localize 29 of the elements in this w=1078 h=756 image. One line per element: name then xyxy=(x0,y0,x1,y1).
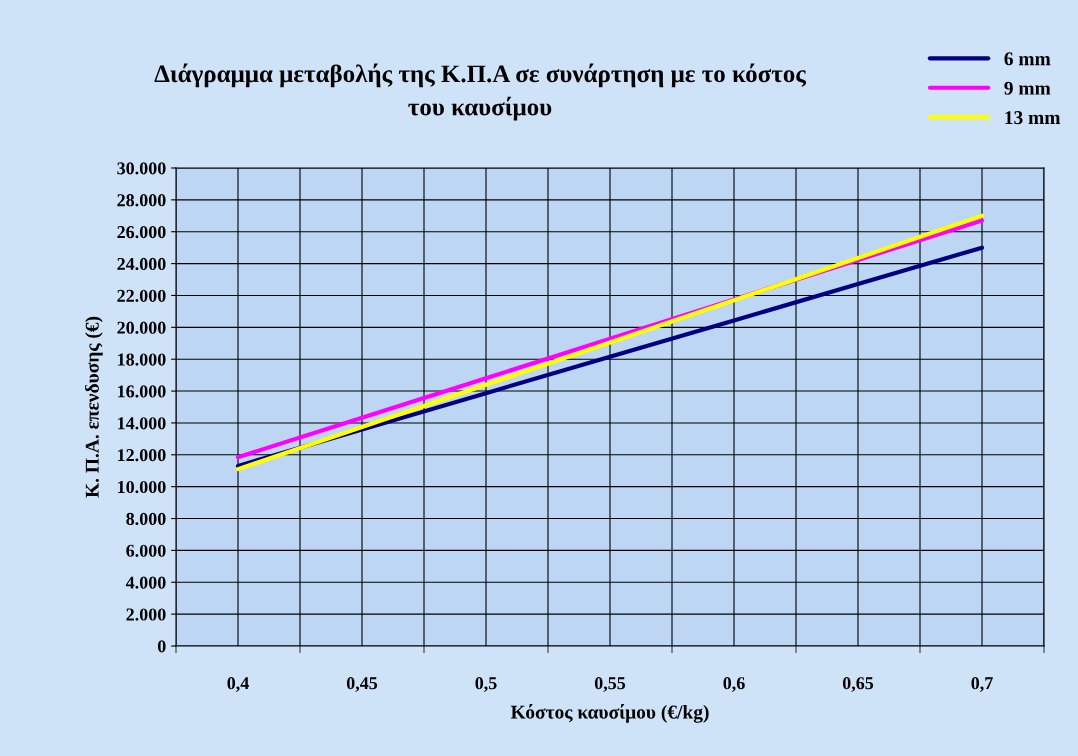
x-axis-title: Κόστος καυσίμου (€/kg) xyxy=(510,704,709,723)
x-tick-label: 0,45 xyxy=(346,677,378,692)
chart-title: Διάγραμμα μεταβολής της Κ.Π.Α σε συνάρτηση με το κόστος του καυσίμου xyxy=(154,63,807,121)
y-tick-label: 22.000 xyxy=(117,289,166,302)
y-tick-label: 14.000 xyxy=(118,417,166,430)
x-tick-label: 0,4 xyxy=(227,677,249,692)
y-tick-label: 12.000 xyxy=(118,449,166,462)
y-tick-label: 24.000 xyxy=(117,257,166,271)
legend-label: 13 mm xyxy=(1005,111,1061,125)
y-tick-label: 4.000 xyxy=(125,576,166,589)
y-tick-label: 16.000 xyxy=(118,385,166,398)
legend-label: 6 mm xyxy=(1004,52,1051,66)
x-tick-label: 0,6 xyxy=(723,677,745,692)
x-tick-label: 0,5 xyxy=(475,677,497,692)
legend-label: 9 mm xyxy=(1004,81,1051,95)
y-tick-label: 10.000 xyxy=(118,480,166,494)
y-tick-label: 26.000 xyxy=(117,225,166,239)
x-tick-label: 0,65 xyxy=(842,677,874,692)
x-tick-label: 0,55 xyxy=(594,677,626,692)
y-tick-label: 28.000 xyxy=(117,194,166,207)
y-tick-label: 0 xyxy=(157,640,166,653)
y-tick-label: 8.000 xyxy=(126,512,166,526)
y-tick-label: 2.000 xyxy=(126,608,166,621)
y-tick-label: 6.000 xyxy=(126,544,166,557)
y-tick-label: 30.000 xyxy=(117,162,166,175)
y-axis-title: Κ. Π.Α. επενδυσης (€) xyxy=(85,316,103,498)
y-tick-label: 18.000 xyxy=(118,353,166,366)
x-tick-label: 0,7 xyxy=(971,677,993,692)
y-tick-label: 20.000 xyxy=(117,321,166,334)
